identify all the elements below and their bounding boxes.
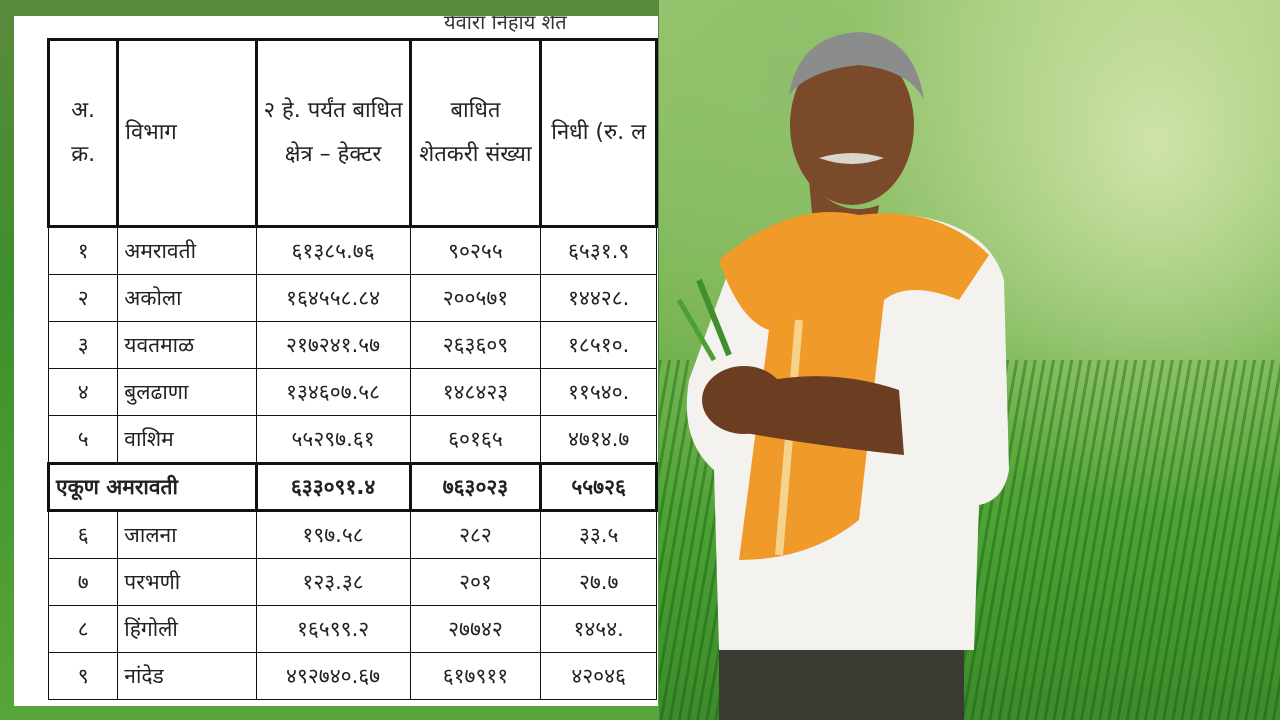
cell-fund: १८५१०.	[540, 321, 657, 369]
cell-area: १९७.५८	[255, 510, 411, 559]
cell-division: परभणी	[117, 558, 257, 606]
table-row: ५ वाशिम ५५२९७.६१ ६०१६५ ४७१४.७	[47, 415, 657, 464]
cell-area: १२३.३८	[255, 558, 411, 606]
total-fund: ५५७२६	[539, 462, 658, 512]
total-area: ६३३०९१.४	[254, 462, 412, 512]
cell-sr: ६	[47, 510, 119, 559]
cell-farmers: २६३६०९	[409, 321, 542, 369]
cell-fund: ४७१४.७	[540, 415, 657, 464]
table-row: ९ नांदेड ४९२७४०.६७ ६१७९११ ४२०४६	[47, 652, 657, 700]
cell-division: बुलढाणा	[117, 368, 257, 416]
cell-area: १६४५५८.८४	[255, 274, 411, 322]
cell-area: १३४६०७.५८	[255, 368, 411, 416]
cell-fund: १४४२८.	[540, 274, 657, 322]
cell-sr: १	[47, 226, 119, 275]
cell-sr: ८	[47, 605, 119, 653]
cell-farmers: ६०१६५	[409, 415, 542, 464]
cell-farmers: ९०२५५	[409, 226, 542, 275]
header-fund: निधी (रु. ल	[539, 38, 658, 228]
cell-fund: १४५४.	[540, 605, 657, 653]
cell-sr: ३	[47, 321, 119, 369]
cell-farmers: २७७४२	[409, 605, 542, 653]
cell-division: नांदेड	[117, 652, 257, 700]
total-farmers: ७६३०२३	[408, 462, 543, 512]
farmer-hands	[719, 376, 904, 455]
document-image: र्यवारा निहाय शेत अ. क्र. विभाग २ हे. पर…	[14, 16, 658, 706]
table-row: ३ यवतमाळ २१७२४१.५७ २६३६०९ १८५१०.	[47, 321, 657, 369]
farmer-hair	[789, 32, 924, 100]
table-row: ८ हिंगोली १६५९९.२ २७७४२ १४५४.	[47, 605, 657, 653]
cell-division: यवतमाळ	[117, 321, 257, 369]
cell-fund: ३३.५	[540, 510, 657, 559]
header-division: विभाग	[116, 38, 258, 228]
wheat-stalk	[676, 298, 717, 362]
farmer-photo	[659, 0, 1280, 720]
table-row: ७ परभणी १२३.३८ २०१ २७.७	[47, 558, 657, 606]
farmer-mustache	[819, 153, 884, 164]
cell-area: ४९२७४०.६७	[255, 652, 411, 700]
cell-area: ५५२९७.६१	[255, 415, 411, 464]
total-row: एकूण अमरावती ६३३०९१.४ ७६३०२३ ५५७२६	[47, 462, 658, 512]
header-sr-no: अ. क्र.	[46, 38, 120, 228]
cell-sr: २	[47, 274, 119, 322]
header-affected-farmers: बाधित शेतकरी संख्या	[408, 38, 543, 228]
table-row: ६ जालना १९७.५८ २८२ ३३.५	[47, 510, 657, 559]
cell-sr: ९	[47, 652, 119, 700]
cell-fund: ४२०४६	[540, 652, 657, 700]
cell-area: २१७२४१.५७	[255, 321, 411, 369]
cell-area: ६१३८५.७६	[255, 226, 411, 275]
total-label: एकूण अमरावती	[47, 462, 258, 512]
cell-division: वाशिम	[117, 415, 257, 464]
cell-farmers: १४८४२३	[409, 368, 542, 416]
farmer-face	[790, 45, 914, 205]
table-row: ४ बुलढाणा १३४६०७.५८ १४८४२३ ११५४०.	[47, 368, 657, 416]
farmer-figure	[676, 32, 1009, 720]
cell-division: अकोला	[117, 274, 257, 322]
wheat-stalk	[696, 278, 732, 357]
cell-farmers: २८२	[409, 510, 542, 559]
relief-fund-table: अ. क्र. विभाग २ हे. पर्यंत बाधित क्षेत्र…	[46, 38, 658, 700]
table-header-row: अ. क्र. विभाग २ हे. पर्यंत बाधित क्षेत्र…	[46, 38, 658, 228]
cell-division: हिंगोली	[117, 605, 257, 653]
cell-area: १६५९९.२	[255, 605, 411, 653]
cell-division: जालना	[117, 510, 257, 559]
cell-fund: ११५४०.	[540, 368, 657, 416]
cell-fund: ६५३१.९	[540, 226, 657, 275]
header-affected-area: २ हे. पर्यंत बाधित क्षेत्र – हेक्टर	[254, 38, 412, 228]
cell-sr: ७	[47, 558, 119, 606]
cell-sr: ४	[47, 368, 119, 416]
cell-sr: ५	[47, 415, 119, 464]
document-top-text: र्यवारा निहाय शेत	[444, 16, 567, 34]
table-row: २ अकोला १६४५५८.८४ २००५७१ १४४२८.	[47, 274, 657, 322]
cell-fund: २७.७	[540, 558, 657, 606]
cell-farmers: २००५७१	[409, 274, 542, 322]
cell-farmers: २०१	[409, 558, 542, 606]
cell-division: अमरावती	[117, 226, 257, 275]
table-row: १ अमरावती ६१३८५.७६ ९०२५५ ६५३१.९	[47, 226, 657, 275]
cell-farmers: ६१७९११	[409, 652, 542, 700]
